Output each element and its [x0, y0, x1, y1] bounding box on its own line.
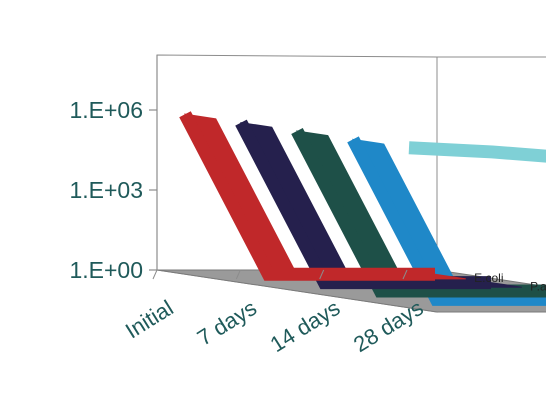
x-tick-mark	[402, 269, 408, 280]
x-tick-label: 14 days	[266, 295, 345, 357]
series-line	[179, 111, 435, 281]
series-line	[347, 136, 546, 306]
series-line	[408, 141, 546, 163]
back-wall	[436, 56, 546, 313]
x-tick-mark	[319, 269, 325, 280]
x-tick-mark	[152, 269, 158, 280]
x-tick-mark	[235, 269, 241, 280]
series-label: P.aer	[530, 280, 546, 294]
series-line	[235, 119, 491, 290]
y-tick-label: 1.E+03	[69, 177, 143, 203]
series-line	[291, 127, 546, 298]
series-label: E.coli	[474, 271, 503, 285]
x-tick-label: 7 days	[193, 295, 261, 351]
y-tick-label: 1.E+06	[69, 97, 143, 123]
y-tick-label: 1.E+00	[69, 257, 143, 283]
x-tick-label: Initial	[121, 295, 178, 343]
